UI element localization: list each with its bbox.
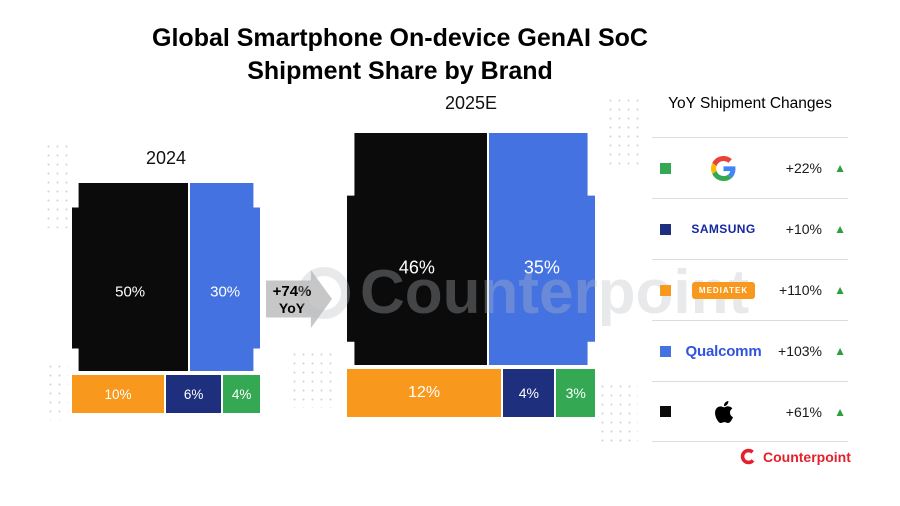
segment-2024-qualcomm: 30% <box>190 183 260 371</box>
group-label-2025e: 2025E <box>444 93 498 113</box>
share-label-2025e-apple: 46% <box>398 257 435 278</box>
qualcomm-logo: Qualcomm <box>671 343 776 360</box>
legend-row-samsung: SAMSUNG +10% ▲ <box>652 198 848 259</box>
chart-title: Global Smartphone On-device GenAI SoC Sh… <box>0 22 800 87</box>
share-label-2024-qualcomm: 30% <box>210 283 241 301</box>
yoy-growth-caption: YoY <box>278 299 306 316</box>
share-label-2024-apple: 50% <box>115 283 146 301</box>
segment-2025e-mediatek: 12% <box>347 369 502 417</box>
bar-2025e-bottom-strip: 12% 4% 3% <box>347 369 595 417</box>
dot-pattern <box>44 142 68 228</box>
legend-row-qualcomm: Qualcomm +103% ▲ <box>652 320 848 381</box>
mediatek-logo: MEDIATEK <box>671 281 776 299</box>
apple-change-value: +61% <box>785 403 822 420</box>
segment-2025e-qualcomm: 35% <box>488 133 595 365</box>
apple-logo-icon <box>671 400 776 423</box>
chart-title-line1: Global Smartphone On-device GenAI SoC <box>152 24 648 52</box>
share-label-2025e-samsung: 4% <box>518 385 539 401</box>
legend-row-mediatek: MEDIATEK +110% ▲ <box>652 259 848 320</box>
chart-title-line2: Shipment Share by Brand <box>247 56 553 85</box>
legend-row-apple: +61% ▲ <box>652 381 848 442</box>
dot-pattern <box>290 350 336 408</box>
apple-up-triangle-icon: ▲ <box>834 404 846 419</box>
qualcomm-change-value: +103% <box>778 343 822 359</box>
bar-2025e-main-block: 46% 35% <box>347 133 595 365</box>
dot-pattern <box>598 382 638 444</box>
segment-2024-mediatek: 10% <box>72 375 164 413</box>
segment-2025e-samsung: 4% <box>503 369 555 417</box>
samsung-logo: SAMSUNG <box>671 222 776 236</box>
mediatek-color-swatch <box>660 284 671 296</box>
qualcomm-color-swatch <box>660 345 671 357</box>
samsung-up-triangle-icon: ▲ <box>834 222 846 236</box>
dot-pattern <box>46 362 68 420</box>
segment-2025e-google: 3% <box>556 369 595 417</box>
samsung-color-swatch <box>660 223 671 235</box>
legend-title: YoY Shipment Changes <box>668 95 832 112</box>
google-color-swatch <box>660 162 671 174</box>
google-change-value: +22% <box>785 160 822 176</box>
share-label-2024-samsung: 6% <box>183 386 204 402</box>
share-label-2024-mediatek: 10% <box>104 386 132 402</box>
google-logo-icon <box>671 155 776 181</box>
qualcomm-up-triangle-icon: ▲ <box>834 344 846 358</box>
segment-2024-samsung: 6% <box>166 375 222 413</box>
legend-row-google: +22% ▲ <box>652 137 848 198</box>
apple-color-swatch <box>660 406 671 417</box>
segment-2024-apple: 50% <box>72 183 189 371</box>
counterpoint-logo-text: Counterpoint <box>763 448 851 465</box>
segment-2024-google: 4% <box>223 375 260 413</box>
mediatek-change-value: +110% <box>779 282 822 298</box>
mediatek-wordmark: MEDIATEK <box>691 281 756 299</box>
yoy-growth-arrow: +74% YoY <box>266 270 332 328</box>
mediatek-up-triangle-icon: ▲ <box>834 283 846 297</box>
share-label-2025e-mediatek: 12% <box>408 384 441 401</box>
qualcomm-wordmark: Qualcomm <box>685 342 762 360</box>
counterpoint-mark-icon <box>740 448 757 465</box>
samsung-change-value: +10% <box>785 221 822 237</box>
share-label-2024-google: 4% <box>231 386 252 402</box>
legend-rows: +22% ▲ SAMSUNG +10% ▲ MEDIATEK +110% ▲ Q… <box>652 137 848 442</box>
samsung-wordmark: SAMSUNG <box>691 222 756 236</box>
counterpoint-logo: Counterpoint <box>740 448 851 465</box>
segment-2025e-apple: 46% <box>347 133 487 365</box>
share-label-2025e-qualcomm: 35% <box>523 257 560 278</box>
bar-2024-main-block: 50% 30% <box>72 183 260 371</box>
dot-pattern <box>606 96 642 168</box>
yoy-growth-value: +74% <box>272 282 312 300</box>
google-up-triangle-icon: ▲ <box>834 161 846 175</box>
bar-2024-bottom-strip: 10% 6% 4% <box>72 375 260 413</box>
share-label-2025e-google: 3% <box>565 385 586 401</box>
group-label-2024: 2024 <box>145 148 187 168</box>
